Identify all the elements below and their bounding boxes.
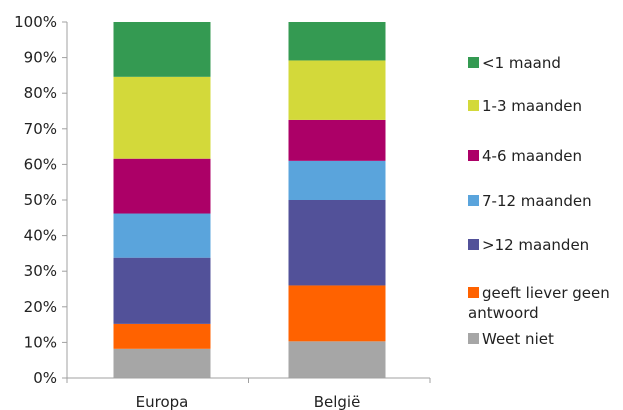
x-category-label: België bbox=[314, 393, 361, 410]
legend-label: 4-6 maanden bbox=[482, 147, 582, 165]
y-tick-label: 80% bbox=[24, 84, 57, 102]
y-tick-label: 40% bbox=[24, 227, 57, 245]
y-axis: 0% 10% 20% 30% 40% 50% 60% 70% 80% 90% 100% bbox=[14, 13, 68, 387]
y-tick-label: 10% bbox=[24, 333, 57, 351]
legend: <1 maand 1-3 maanden 4-6 maanden 7-12 maand… bbox=[468, 54, 610, 348]
bar-segment bbox=[288, 285, 386, 342]
y-tick-label: 60% bbox=[24, 155, 57, 173]
bar-segment bbox=[113, 213, 211, 258]
y-tick-label: 20% bbox=[24, 298, 57, 316]
legend-swatch bbox=[468, 57, 479, 68]
bar-segment bbox=[113, 257, 211, 324]
y-tick-label: 100% bbox=[14, 13, 57, 31]
y-tick-label: 0% bbox=[33, 369, 57, 387]
bar-segment bbox=[288, 22, 386, 61]
legend-swatch bbox=[468, 287, 479, 298]
bar-segment bbox=[288, 60, 386, 120]
bar-segment bbox=[113, 76, 211, 159]
bar-segment bbox=[288, 119, 386, 161]
legend-label: >12 maanden bbox=[482, 236, 589, 254]
legend-swatch bbox=[468, 195, 479, 206]
legend-label: 1-3 maanden bbox=[482, 97, 582, 115]
x-axis: Europa België bbox=[66, 377, 431, 410]
legend-label: Weet niet bbox=[482, 330, 554, 348]
y-tick-label: 70% bbox=[24, 120, 57, 138]
legend-swatch bbox=[468, 239, 479, 250]
bar-segment bbox=[113, 348, 211, 378]
y-tick-label: 30% bbox=[24, 262, 57, 280]
legend-label: <1 maand bbox=[482, 54, 561, 72]
bar-segment bbox=[288, 341, 386, 378]
bar-segment bbox=[288, 200, 386, 286]
legend-swatch bbox=[468, 333, 479, 344]
x-category-label: Europa bbox=[136, 393, 189, 410]
legend-swatch bbox=[468, 100, 479, 111]
bar-segment bbox=[113, 158, 211, 214]
bar-segment bbox=[113, 22, 211, 77]
bars bbox=[113, 22, 386, 378]
legend-label: 7-12 maanden bbox=[482, 192, 592, 210]
bar-segment bbox=[113, 323, 211, 349]
y-tick-label: 50% bbox=[24, 191, 57, 209]
bar-segment bbox=[288, 160, 386, 200]
y-tick-label: 90% bbox=[24, 49, 57, 67]
legend-swatch bbox=[468, 150, 479, 161]
legend-label: geeft liever geen antwoord bbox=[468, 284, 610, 322]
